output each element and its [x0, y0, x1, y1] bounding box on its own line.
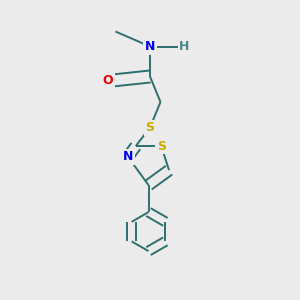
- Text: S: S: [146, 121, 154, 134]
- Text: O: O: [103, 74, 113, 88]
- Text: N: N: [123, 150, 133, 163]
- Text: N: N: [145, 40, 155, 53]
- Text: S: S: [157, 140, 166, 152]
- Text: H: H: [179, 40, 190, 53]
